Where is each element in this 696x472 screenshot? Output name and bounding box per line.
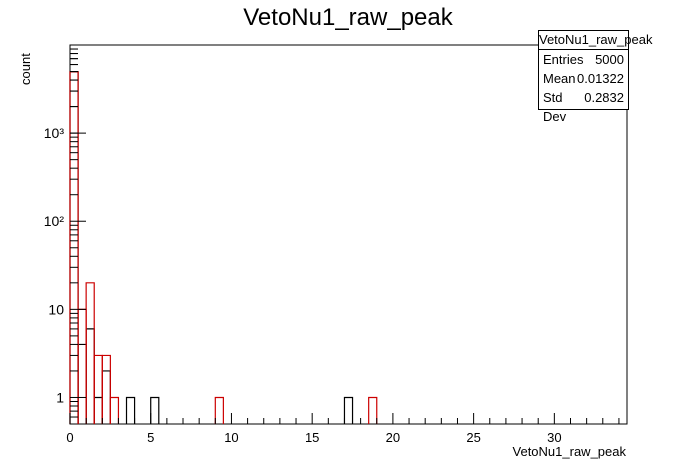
- stats-entries-label: Entries: [543, 52, 584, 67]
- chart-title: VetoNu1_raw_peak: [243, 4, 453, 31]
- stats-title: VetoNu1_raw_peak: [539, 31, 652, 50]
- stats-row-stddev: Std Dev 0.2832: [539, 88, 628, 124]
- histogram-bin: [150, 396, 160, 424]
- x-tick-label: 20: [386, 430, 400, 445]
- y-axis-label: count: [18, 53, 33, 85]
- y-tick-label: 1: [56, 389, 64, 405]
- x-tick-label: 5: [147, 430, 154, 445]
- histogram-bin: [125, 396, 136, 424]
- stats-mean-label: Mean: [543, 71, 576, 86]
- stats-entries-value: 5000: [595, 52, 624, 67]
- x-tick-label: 15: [305, 430, 319, 445]
- stats-row-mean: Mean 0.01322: [539, 69, 628, 88]
- histogram-bin: [343, 396, 354, 424]
- x-tick-label: 0: [66, 430, 73, 445]
- stats-row-entries: Entries 5000: [539, 50, 628, 69]
- histogram-bin: [93, 354, 103, 424]
- histogram-bin: [214, 396, 224, 424]
- y-tick-label: 10²: [44, 213, 65, 229]
- histogram-bin: [101, 354, 111, 424]
- x-tick-label: 30: [547, 430, 561, 445]
- series-1: [69, 71, 354, 424]
- series-2: [69, 71, 378, 424]
- histogram-bin: [85, 328, 95, 424]
- stats-stddev-label: Std Dev: [543, 90, 567, 124]
- histogram-bin: [93, 396, 103, 424]
- y-tick-label: 10³: [44, 125, 65, 141]
- stats-box: VetoNu1_raw_peak Entries 5000 Mean 0.013…: [538, 30, 652, 124]
- histogram-bin: [77, 343, 87, 424]
- histogram-bin: [85, 282, 95, 424]
- x-tick-label: 10: [224, 430, 238, 445]
- histogram-bin: [368, 396, 378, 424]
- stats-stddev-value: 0.2832: [584, 90, 624, 105]
- histogram-bin: [77, 308, 87, 424]
- stats-mean-value: 0.01322: [577, 71, 624, 86]
- histogram-series: [69, 71, 378, 424]
- histogram-bin: [109, 396, 120, 424]
- histogram-bin: [101, 370, 111, 424]
- x-tick-label: 25: [466, 430, 480, 445]
- y-tick-label: 10: [48, 301, 64, 317]
- axes: 0 5 10 15 20 25 30 1 10 10² 10³: [44, 48, 620, 445]
- x-axis-label: VetoNu1_raw_peak: [512, 444, 626, 459]
